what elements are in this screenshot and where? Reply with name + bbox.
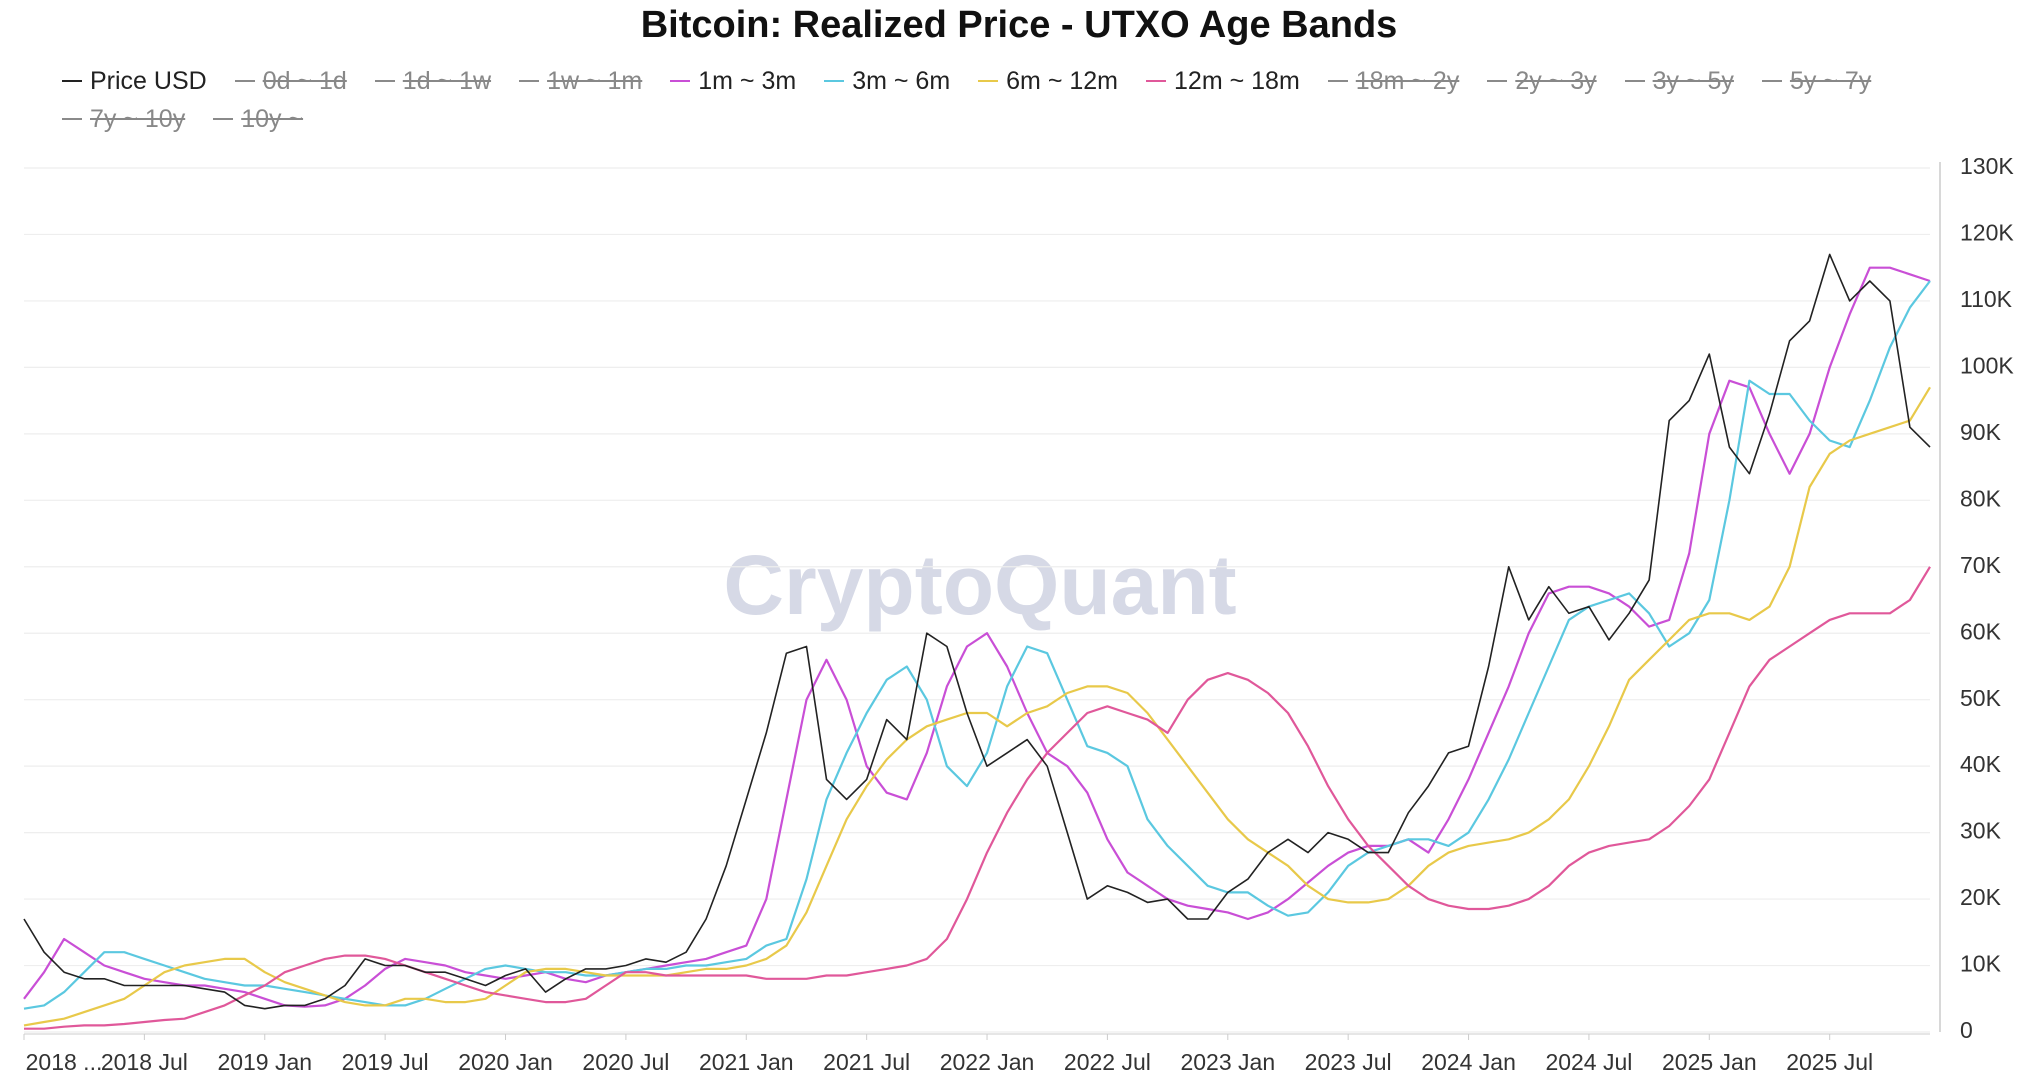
legend-swatch	[213, 118, 234, 120]
x-tick-label: 2023 Jul	[1305, 1049, 1392, 1075]
legend-item[interactable]: 1d ~ 1w	[374, 66, 492, 96]
legend-item[interactable]: 7y ~ 10y	[62, 104, 185, 134]
legend-label: 12m ~ 18m	[1174, 67, 1300, 95]
y-tick-label: 40K	[1960, 751, 2002, 777]
legend-label: 0d ~ 1d	[262, 67, 347, 95]
x-tick-label: 2019 Jan	[217, 1049, 312, 1075]
x-tick-label: 2018 ...	[26, 1049, 103, 1075]
legend-label: 7y ~ 10y	[90, 105, 186, 133]
legend-label: 10y ~	[241, 105, 304, 133]
legend-swatch	[62, 80, 82, 82]
y-tick-label: 10K	[1960, 951, 2002, 977]
y-tick-label: 20K	[1960, 884, 2002, 910]
legend-swatch	[824, 80, 845, 82]
legend-label: 1d ~ 1w	[402, 67, 492, 95]
series-line	[23, 253, 1931, 1010]
legend-item[interactable]: 0d ~ 1d	[234, 66, 347, 96]
y-tick-label: 90K	[1960, 419, 2002, 445]
legend-label: 3m ~ 6m	[852, 67, 951, 95]
legend-label: 5y ~ 7y	[1789, 67, 1872, 95]
legend-item[interactable]: 10y ~	[213, 104, 303, 134]
series-line	[23, 266, 1931, 1008]
y-tick-label: 70K	[1960, 552, 2002, 578]
legend-item[interactable]: 3m ~ 6m	[824, 66, 950, 96]
x-tick-label: 2020 Jul	[582, 1049, 669, 1075]
x-tick-label: 2018 Jul	[101, 1049, 188, 1075]
x-tick-label: 2020 Jan	[458, 1049, 553, 1075]
x-tick-label: 2025 Jan	[1662, 1049, 1757, 1075]
y-tick-label: 80K	[1960, 485, 2002, 511]
legend-item[interactable]: Price USD	[62, 66, 207, 96]
y-tick-label: 50K	[1960, 685, 2002, 711]
legend-swatch	[374, 80, 395, 82]
legend-swatch	[1146, 80, 1167, 82]
legend-item[interactable]: 3y ~ 5y	[1624, 66, 1734, 96]
legend-label: 1m ~ 3m	[698, 67, 797, 95]
legend-item[interactable]: 18m ~ 2y	[1327, 66, 1460, 96]
x-tick-label: 2022 Jan	[940, 1049, 1035, 1075]
legend-label: 3y ~ 5y	[1652, 67, 1734, 95]
y-tick-label: 110K	[1960, 286, 2013, 312]
x-tick-label: 2021 Jul	[823, 1049, 910, 1075]
legend-swatch	[978, 80, 999, 82]
x-tick-label: 2019 Jul	[342, 1049, 429, 1075]
y-tick-label: 60K	[1960, 618, 2002, 644]
legend-swatch	[234, 80, 255, 82]
legend-item[interactable]: 6m ~ 12m	[978, 66, 1118, 96]
y-tick-label: 120K	[1960, 220, 2014, 246]
watermark: CryptoQuant	[723, 538, 1236, 632]
legend-item[interactable]: 1w ~ 1m	[519, 66, 642, 96]
legend-swatch	[1624, 80, 1645, 82]
x-tick-label: 2024 Jan	[1421, 1049, 1516, 1075]
x-tick-label: 2025 Jul	[1786, 1049, 1873, 1075]
chart-title: Bitcoin: Realized Price - UTXO Age Bands	[640, 4, 1398, 46]
legend-swatch	[670, 80, 691, 82]
x-tick-label: 2022 Jul	[1064, 1049, 1151, 1075]
legend-item[interactable]: 1m ~ 3m	[670, 66, 796, 96]
legend-label: 2y ~ 3y	[1515, 67, 1597, 95]
y-tick-label: 100K	[1960, 352, 2014, 378]
legend-label: Price USD	[90, 67, 207, 95]
series-line	[23, 280, 1931, 1010]
legend-swatch	[1761, 80, 1782, 82]
x-tick-label: 2024 Jul	[1545, 1049, 1632, 1075]
y-tick-label: 30K	[1960, 818, 2002, 844]
legend-swatch	[1487, 80, 1508, 82]
legend-item[interactable]: 2y ~ 3y	[1487, 66, 1597, 96]
y-tick-label: 130K	[1960, 153, 2014, 179]
legend-swatch	[62, 118, 82, 120]
x-tick-label: 2021 Jan	[699, 1049, 794, 1075]
series-line	[24, 566, 1931, 1030]
legend-label: 6m ~ 12m	[1006, 67, 1119, 95]
legend-item[interactable]: 12m ~ 18m	[1146, 66, 1300, 96]
legend: Price USD 0d ~ 1d 1d ~ 1w 1w ~ 1m 1m ~ 3m 3m …	[62, 66, 2022, 134]
legend-swatch	[1327, 80, 1348, 82]
legend-item[interactable]: 5y ~ 7y	[1761, 66, 1872, 96]
series-line	[23, 386, 1931, 1027]
legend-label: 1w ~ 1m	[547, 67, 643, 95]
y-tick-label: 0	[1960, 1017, 1973, 1043]
legend-label: 18m ~ 2y	[1355, 67, 1460, 95]
legend-swatch	[519, 80, 540, 82]
x-tick-label: 2023 Jan	[1180, 1049, 1275, 1075]
